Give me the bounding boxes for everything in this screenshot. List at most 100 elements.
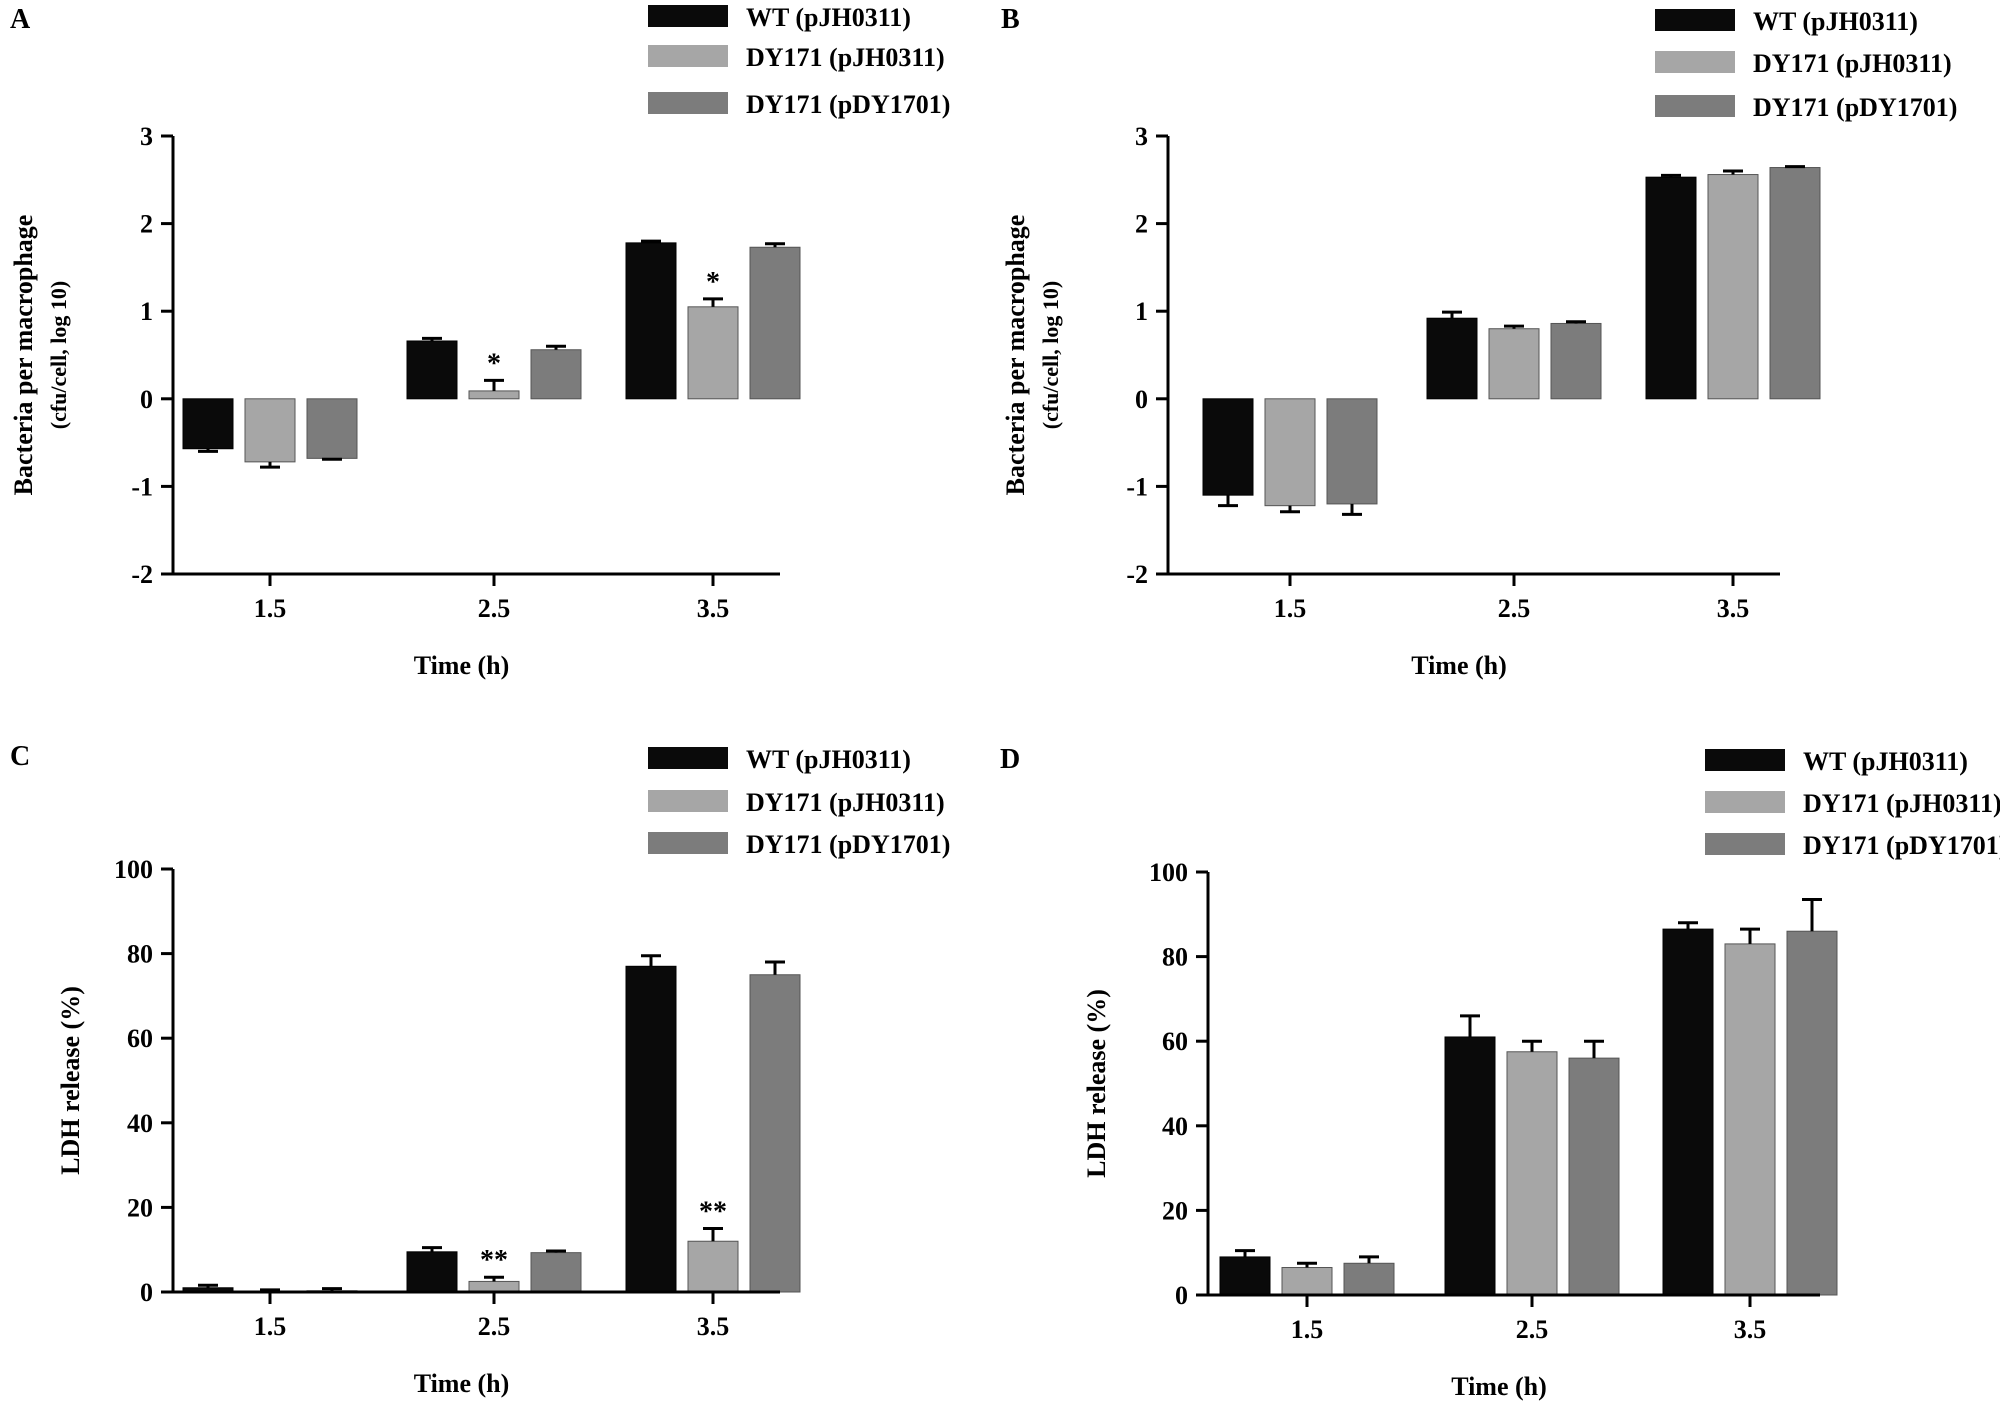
bar bbox=[1343, 1262, 1395, 1296]
bar bbox=[1219, 1256, 1271, 1296]
y-axis-label: Bacteria per macrophage (cfu/cell, log 10… bbox=[1001, 215, 1063, 496]
panel-a: A WT (pJH0311) DY171 (pJH0311) DY171 (pDY17… bbox=[9, 3, 950, 680]
y-tick-label: 80 bbox=[1162, 943, 1188, 972]
significance-marker: * bbox=[706, 267, 720, 298]
legend-swatch bbox=[1655, 9, 1735, 31]
y-tick-label: 2 bbox=[140, 210, 153, 239]
bar bbox=[687, 306, 739, 400]
legend-swatch bbox=[1705, 749, 1785, 771]
x-axis-label: Time (h) bbox=[414, 1369, 510, 1398]
bar bbox=[1444, 1036, 1496, 1296]
y-axis-label-line2: (cfu/cell, log 10) bbox=[1038, 281, 1063, 429]
x-tick-label: 1.5 bbox=[1274, 594, 1307, 623]
bar bbox=[530, 1252, 582, 1293]
x-tick-label: 1.5 bbox=[254, 1312, 287, 1341]
legend-swatch bbox=[1705, 791, 1785, 813]
y-tick-label: 20 bbox=[1162, 1196, 1188, 1225]
y-tick-label: 100 bbox=[114, 855, 153, 884]
bar bbox=[530, 349, 582, 400]
y-tick-label: 3 bbox=[140, 122, 153, 151]
legend-entry: DY171 (pDY1701) bbox=[1753, 93, 1957, 122]
panel-label: D bbox=[1000, 744, 1020, 775]
x-tick-label: 1.5 bbox=[1291, 1315, 1324, 1344]
legend-swatch bbox=[648, 5, 728, 27]
x-tick-label: 3.5 bbox=[697, 1312, 730, 1341]
bar bbox=[1568, 1057, 1620, 1296]
panel-label: C bbox=[10, 741, 30, 772]
y-tick-label: 40 bbox=[127, 1109, 153, 1138]
y-axis-label: LDH release (%) bbox=[56, 986, 85, 1175]
legend-swatch bbox=[1705, 833, 1785, 855]
bar bbox=[1426, 317, 1478, 400]
x-tick-label: 2.5 bbox=[1498, 594, 1531, 623]
bar bbox=[1488, 328, 1540, 400]
y-tick-label: 0 bbox=[1135, 385, 1148, 414]
legend-entry: DY171 (pJH0311) bbox=[746, 43, 945, 72]
y-axis-label-line1: Bacteria per macrophage bbox=[9, 215, 38, 496]
legend-swatch bbox=[648, 92, 728, 114]
y-tick-label: 60 bbox=[127, 1024, 153, 1053]
legend-swatch bbox=[648, 790, 728, 812]
x-axis-label: Time (h) bbox=[1411, 651, 1507, 680]
legend-swatch bbox=[1655, 51, 1735, 73]
x-axis-label: Time (h) bbox=[1451, 1372, 1547, 1401]
y-tick-label: -1 bbox=[131, 472, 153, 501]
bar bbox=[244, 398, 296, 463]
x-tick-label: 3.5 bbox=[1734, 1315, 1767, 1344]
panel-c: C WT (pJH0311) DY171 (pJH0311) DY171 (pDY17… bbox=[10, 741, 950, 1398]
legend-entry: WT (pJH0311) bbox=[746, 745, 911, 774]
bar bbox=[468, 390, 520, 400]
bar bbox=[1645, 176, 1697, 400]
bar bbox=[625, 242, 677, 400]
significance-marker: ** bbox=[699, 1197, 727, 1228]
bar bbox=[1769, 167, 1821, 400]
x-tick-label: 3.5 bbox=[1717, 594, 1750, 623]
legend-entry: DY171 (pJH0311) bbox=[746, 788, 945, 817]
y-axis-label: Bacteria per macrophage (cfu/cell, log 10… bbox=[9, 215, 71, 496]
legend-entry: WT (pJH0311) bbox=[1803, 747, 1968, 776]
bar bbox=[306, 398, 358, 459]
x-tick-label: 3.5 bbox=[697, 594, 730, 623]
y-axis-label-line1: LDH release (%) bbox=[1082, 989, 1111, 1178]
y-tick-label: 1 bbox=[140, 297, 153, 326]
y-tick-label: 0 bbox=[1175, 1281, 1188, 1310]
legend-entry: DY171 (pDY1701) bbox=[746, 830, 950, 859]
bar bbox=[406, 340, 458, 400]
x-tick-label: 2.5 bbox=[478, 594, 511, 623]
legend-swatch bbox=[648, 747, 728, 769]
legend-entry: DY171 (pDY1701) bbox=[1803, 831, 2000, 860]
y-axis-label: LDH release (%) bbox=[1082, 989, 1111, 1178]
bar bbox=[625, 965, 677, 1293]
y-axis-label-line1: Bacteria per macrophage bbox=[1001, 215, 1030, 496]
bar bbox=[687, 1240, 739, 1293]
bar bbox=[1202, 398, 1254, 496]
y-axis-label-line1: LDH release (%) bbox=[56, 986, 85, 1175]
legend-entry: WT (pJH0311) bbox=[1753, 7, 1918, 36]
panel-b: B WT (pJH0311) DY171 (pJH0311) DY171 (pDY17… bbox=[1001, 4, 1957, 680]
significance-marker: ** bbox=[480, 1245, 508, 1276]
bar bbox=[749, 974, 801, 1293]
y-tick-label: 1 bbox=[1135, 297, 1148, 326]
y-tick-label: -2 bbox=[1126, 560, 1148, 589]
y-tick-label: 3 bbox=[1135, 122, 1148, 151]
y-tick-label: 0 bbox=[140, 385, 153, 414]
panel-label: A bbox=[10, 4, 31, 35]
y-tick-label: 20 bbox=[127, 1193, 153, 1222]
legend-entry: WT (pJH0311) bbox=[746, 3, 911, 32]
x-tick-label: 2.5 bbox=[1516, 1315, 1549, 1344]
legend-swatch bbox=[648, 832, 728, 854]
bar bbox=[1724, 943, 1776, 1296]
y-tick-label: -2 bbox=[131, 560, 153, 589]
bar bbox=[1550, 322, 1602, 400]
y-tick-label: 2 bbox=[1135, 210, 1148, 239]
significance-marker: * bbox=[487, 348, 501, 379]
bar bbox=[406, 1251, 458, 1293]
bar bbox=[749, 246, 801, 400]
x-tick-label: 1.5 bbox=[254, 594, 287, 623]
panel-label: B bbox=[1001, 4, 1020, 35]
y-axis-label-line2: (cfu/cell, log 10) bbox=[46, 281, 71, 429]
legend-entry: DY171 (pJH0311) bbox=[1803, 789, 2000, 818]
y-tick-label: 40 bbox=[1162, 1112, 1188, 1141]
bar bbox=[182, 398, 234, 450]
